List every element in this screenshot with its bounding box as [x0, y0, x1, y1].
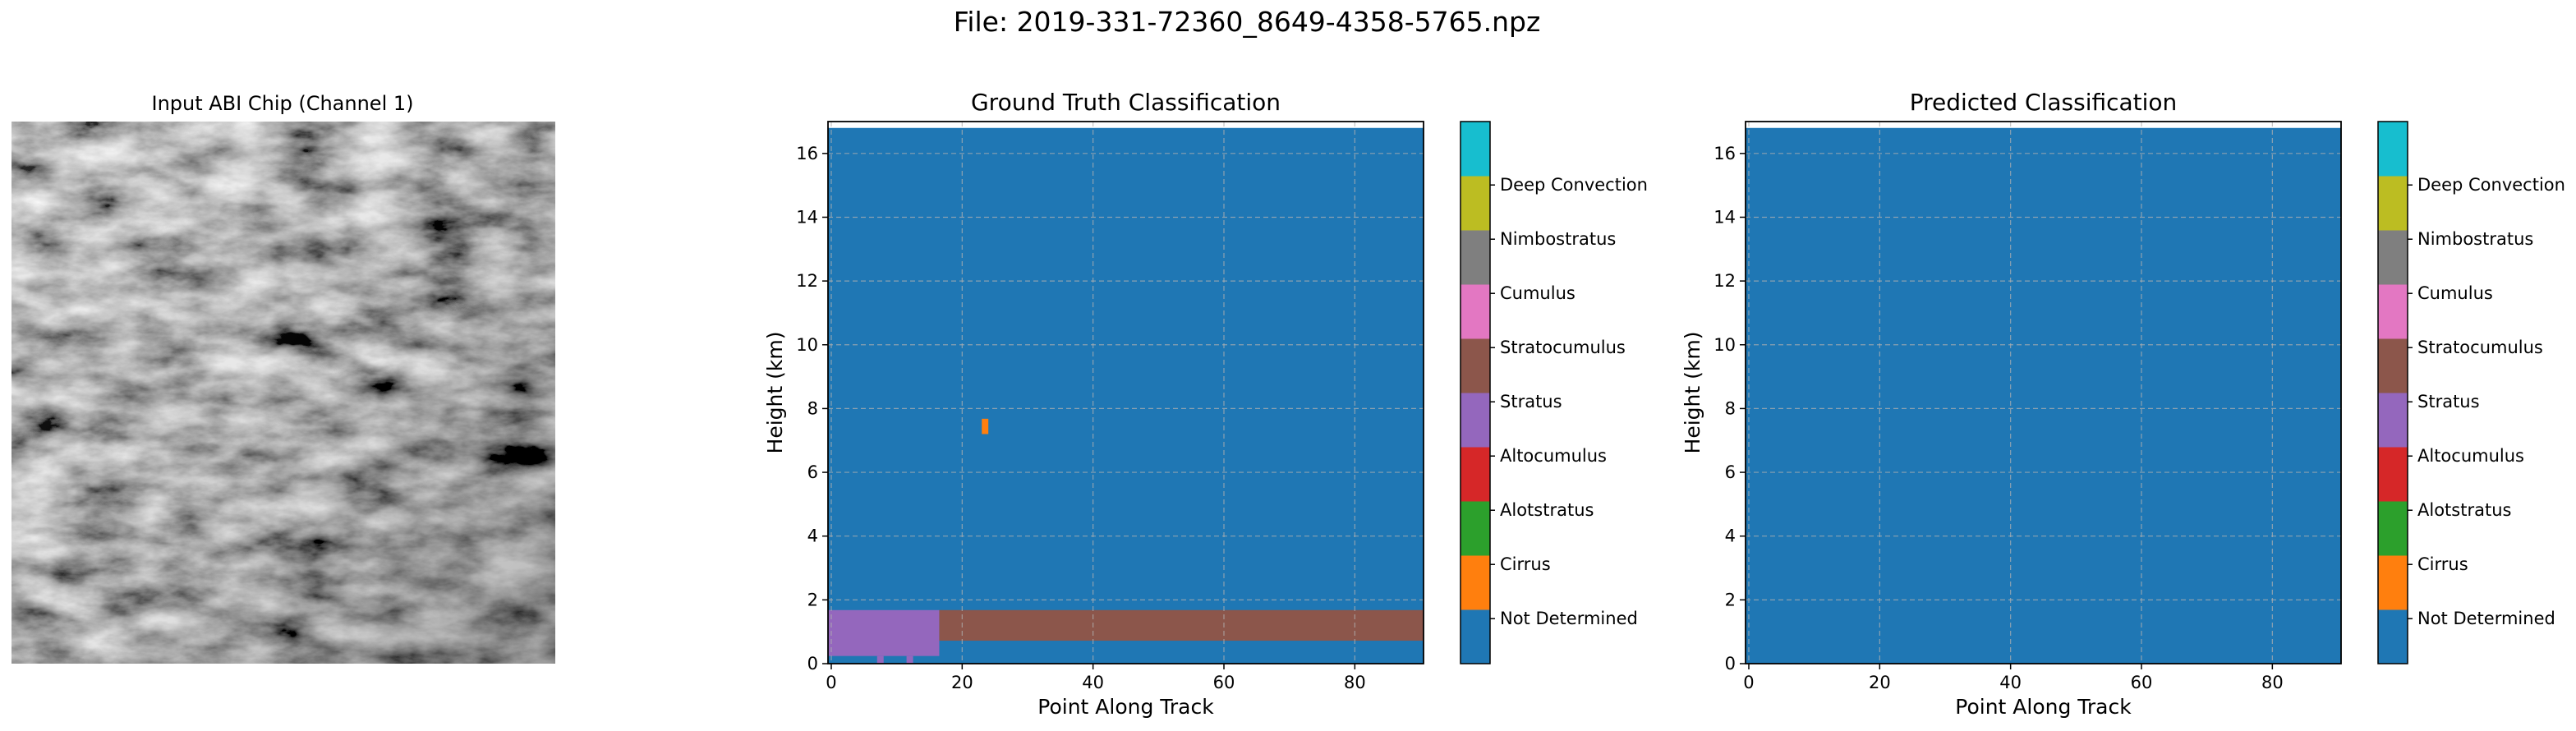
colorbar-label: Altocumulus	[1500, 446, 1607, 466]
colorbar-label: Stratus	[2417, 392, 2480, 411]
colorbar-swatch	[2378, 284, 2408, 339]
colorbar-label: Alotstratus	[1500, 500, 1594, 520]
x-tick-label: 60	[1213, 673, 1235, 692]
colorbar-label: Deep Convection	[2417, 175, 2565, 195]
abi-chip-shading	[12, 122, 555, 664]
y-tick-label: 10	[1714, 335, 1736, 355]
colorbar-label: Alotstratus	[2417, 500, 2511, 520]
ground-truth-chart: 0 20 40 60 80 0 2 4 6 8 10 12 14 16 Ground Truth Class…	[763, 89, 1648, 719]
colorbar-swatch	[1460, 393, 1490, 448]
y-tick-label: 6	[1725, 462, 1736, 482]
class-region	[939, 609, 1424, 641]
colorbar-swatch	[2378, 338, 2408, 393]
y-tick-label: 12	[1714, 271, 1736, 291]
x-axis-label: Point Along Track	[1037, 695, 1214, 719]
colorbar-label: Not Determined	[2417, 609, 2555, 628]
colorbar-swatch	[1460, 609, 1490, 664]
background-cells	[1746, 127, 2341, 664]
colorbar-swatch	[1460, 284, 1490, 339]
colorbar-swatch	[2378, 393, 2408, 448]
x-tick-label: 0	[826, 673, 836, 692]
x-tick-label: 80	[1344, 673, 1366, 692]
y-tick-label: 16	[1714, 144, 1736, 163]
class-region	[876, 655, 884, 664]
abi-chip-title: Input ABI Chip (Channel 1)	[151, 92, 413, 115]
chart-title: Predicted Classification	[1910, 89, 2178, 116]
colorbar-label: Cirrus	[2417, 554, 2468, 574]
abi-chip-panel: Input ABI Chip (Channel 1)	[12, 92, 555, 664]
colorbar-swatch	[1460, 176, 1490, 231]
y-tick-label: 0	[807, 654, 818, 674]
colorbar-label: Stratocumulus	[2417, 338, 2543, 357]
y-tick-label: 2	[807, 590, 818, 609]
colorbar-label: Nimbostratus	[1500, 229, 1616, 249]
colorbar-label: Not Determined	[1500, 609, 1638, 628]
chart-title: Ground Truth Classification	[971, 89, 1281, 116]
colorbar-frame	[2377, 121, 2408, 664]
colorbar-swatch	[1460, 447, 1490, 502]
colorbar-swatch	[1460, 122, 1490, 177]
colorbar-swatch	[1460, 230, 1490, 285]
figure-suptitle: File: 2019-331-72360_8649-4358-5765.npz	[954, 6, 1541, 38]
predicted-chart: 0 20 40 60 80 0 2 4 6 8 10 12 14 16 Predicted Classifi…	[1681, 89, 2565, 719]
y-tick-label: 14	[796, 207, 818, 227]
y-tick-label: 4	[807, 526, 818, 546]
colorbar-swatch	[2378, 230, 2408, 285]
x-tick-label: 20	[951, 673, 973, 692]
y-tick-label: 0	[1725, 654, 1736, 674]
colorbar-label: Stratus	[1500, 392, 1562, 411]
x-tick-label: 40	[1082, 673, 1104, 692]
colorbar-swatch	[2378, 501, 2408, 556]
class-region	[906, 655, 913, 664]
x-tick-label: 20	[1869, 673, 1891, 692]
colorbar-swatch	[1460, 555, 1490, 610]
colorbar: Not Determined Cirrus Alotstratus Altocumul…	[1460, 121, 1648, 664]
y-axis-label: Height (km)	[763, 332, 787, 454]
y-tick-label: 2	[1725, 590, 1736, 609]
colorbar-swatch	[1460, 338, 1490, 393]
class-region	[982, 418, 989, 434]
x-tick-label: 40	[1999, 673, 2022, 692]
colorbar-swatch	[2378, 447, 2408, 502]
y-tick-label: 6	[807, 462, 818, 482]
colorbar-swatch	[2378, 609, 2408, 664]
colorbar-swatch	[2378, 555, 2408, 610]
colorbar-label: Cirrus	[1500, 554, 1551, 574]
axes-frame	[827, 121, 1424, 664]
colorbar: Not Determined Cirrus Alotstratus Altocumul…	[2377, 121, 2565, 664]
class-region	[828, 609, 940, 656]
axes-frame	[1745, 121, 2342, 664]
y-tick-label: 10	[796, 335, 818, 355]
colorbar-swatch	[2378, 122, 2408, 177]
y-tick-label: 8	[1725, 398, 1736, 418]
y-tick-label: 8	[807, 398, 818, 418]
colorbar-label: Cumulus	[1500, 283, 1576, 303]
background-cells	[828, 127, 1424, 664]
colorbar-label: Deep Convection	[1500, 175, 1648, 195]
x-tick-label: 0	[1743, 673, 1754, 692]
x-tick-label: 80	[2261, 673, 2284, 692]
colorbar-label: Nimbostratus	[2417, 229, 2533, 249]
colorbar-label: Cumulus	[2417, 283, 2493, 303]
y-axis-label: Height (km)	[1681, 332, 1704, 454]
colorbar-swatch	[2378, 176, 2408, 231]
colorbar-label: Stratocumulus	[1500, 338, 1626, 357]
x-axis-label: Point Along Track	[1955, 695, 2132, 719]
y-tick-label: 4	[1725, 526, 1736, 546]
colorbar-label: Altocumulus	[2417, 446, 2524, 466]
colorbar-swatch	[1460, 501, 1490, 556]
y-tick-label: 16	[796, 144, 818, 163]
x-tick-label: 60	[2131, 673, 2153, 692]
y-tick-label: 14	[1714, 207, 1736, 227]
y-tick-label: 12	[796, 271, 818, 291]
colorbar-frame	[1460, 121, 1491, 664]
